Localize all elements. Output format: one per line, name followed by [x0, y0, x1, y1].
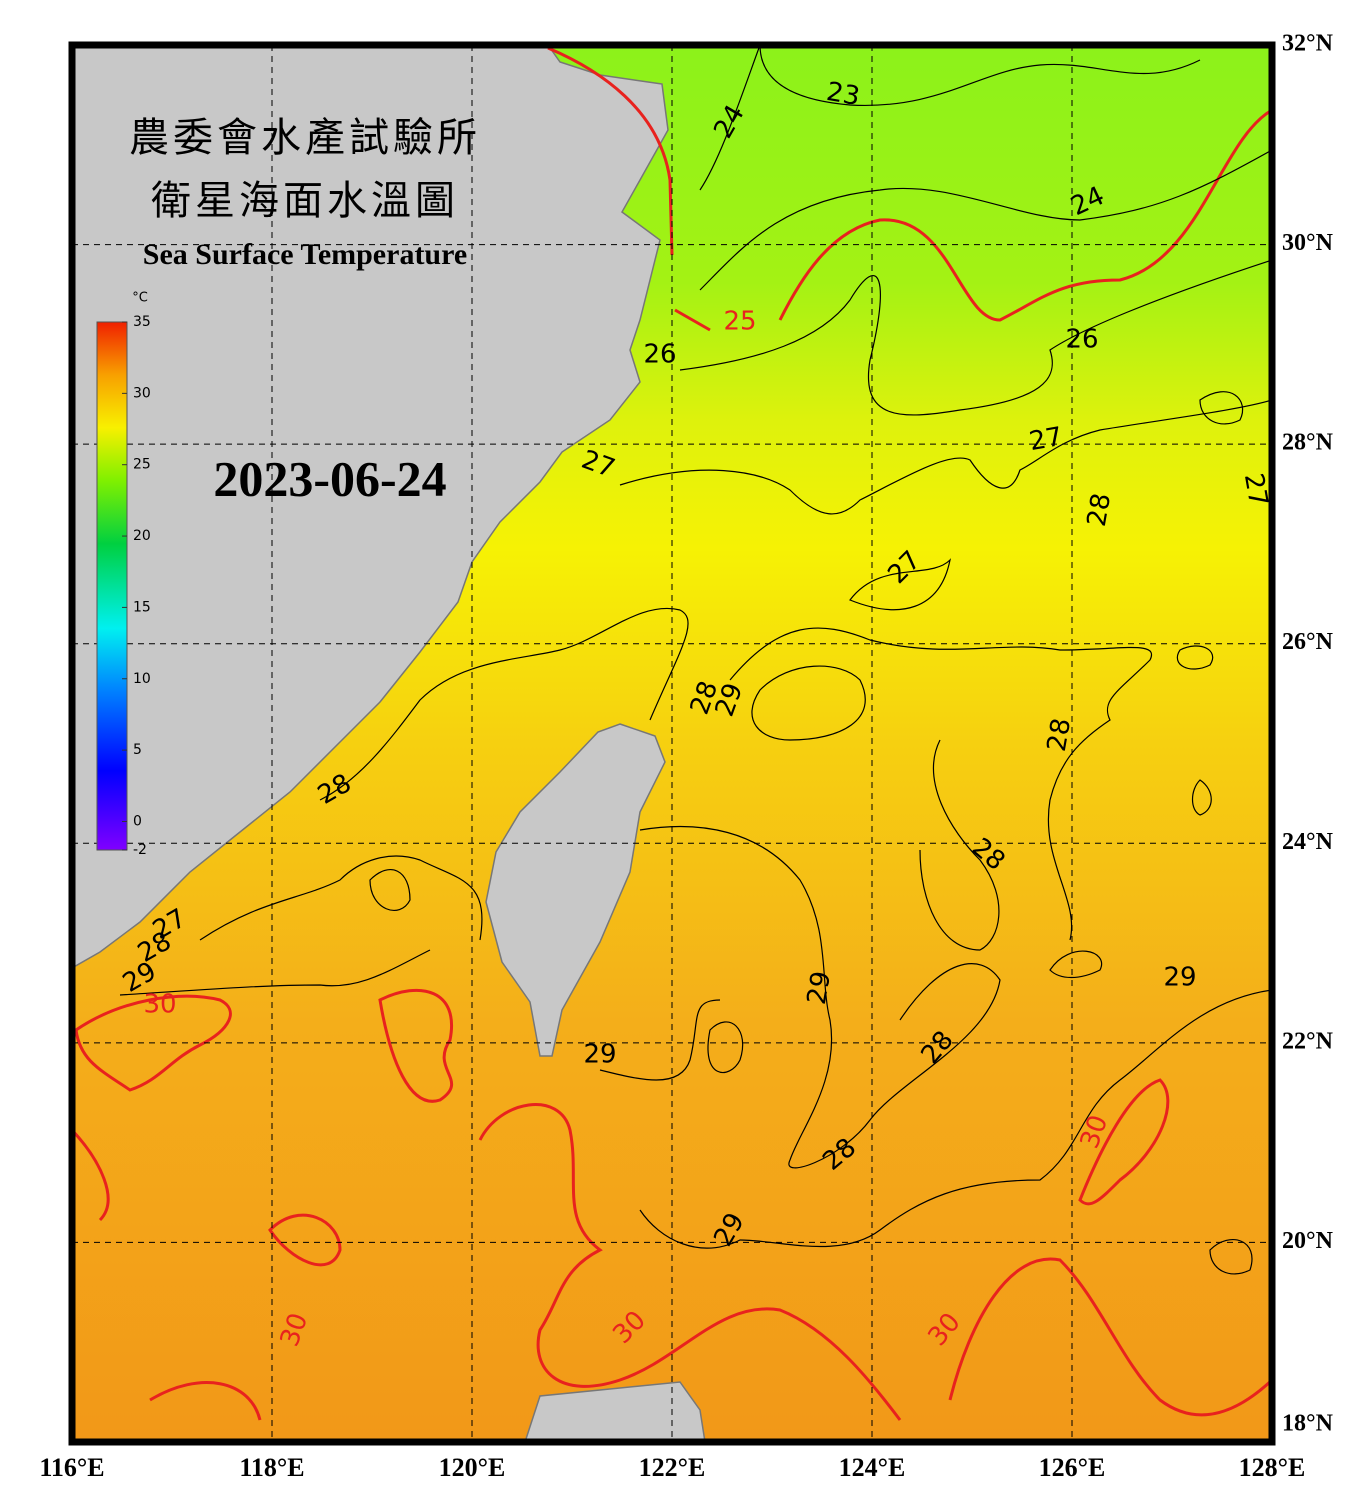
lat-tick-label: 26°N	[1282, 629, 1334, 655]
red-contours	[72, 46, 1272, 1421]
contour-label: 27	[1027, 422, 1065, 457]
contour-label: 27	[1238, 471, 1273, 509]
colorbar-tick-label: 5	[133, 742, 142, 758]
contour-label: 30	[143, 990, 176, 1020]
lon-tick-label: 124°E	[839, 1453, 906, 1482]
lat-tick-label: 22°N	[1282, 1028, 1334, 1054]
colorbar-unit: °C	[132, 291, 148, 306]
land-taiwan	[485, 723, 666, 1057]
colorbar-tick-label: 10	[133, 671, 151, 687]
colorbar-tick-label: 20	[133, 528, 151, 544]
lon-tick-label: 122°E	[639, 1453, 706, 1482]
colorbar-tick-label: 30	[133, 385, 151, 401]
land-china	[72, 45, 669, 969]
contour-label: 23	[824, 77, 862, 112]
lat-tick-label: 28°N	[1282, 430, 1334, 456]
lon-tick-label: 120°E	[439, 1453, 506, 1482]
colorbar-tick-label: 25	[133, 457, 151, 473]
colorbar-ticks: 35 30 25 20 15 10 5 0 -2	[122, 314, 151, 858]
title-en: Sea Surface Temperature	[143, 238, 467, 271]
contour-label: 29	[1163, 963, 1196, 993]
contour-label: 26	[643, 340, 676, 370]
lon-tick-label: 126°E	[1039, 1453, 1106, 1482]
contour-label: 29	[583, 1040, 616, 1070]
lat-tick-label: 24°N	[1282, 829, 1334, 855]
contour-label: 29	[802, 969, 837, 1007]
colorbar-tick-label: 35	[133, 314, 151, 330]
colorbar	[96, 321, 128, 851]
black-contours	[119, 45, 1272, 1275]
lat-tick-label: 18°N	[1282, 1411, 1334, 1437]
colorbar-tick-label: -2	[133, 842, 147, 858]
lat-tick-label: 20°N	[1282, 1228, 1334, 1254]
colorbar-tick-label: 15	[133, 599, 151, 615]
title-zh-1: 農委會水產試驗所	[129, 115, 481, 160]
contour-label: 28	[1042, 716, 1077, 754]
colorbar-tick-label: 0	[133, 813, 142, 829]
land-luzon	[524, 1381, 706, 1442]
contour-label: 25	[723, 307, 756, 337]
contour-label: 26	[1065, 325, 1098, 355]
lat-tick-label: 30°N	[1282, 230, 1334, 256]
lon-tick-label: 116°E	[39, 1453, 104, 1482]
lon-tick-label: 118°E	[239, 1453, 304, 1482]
title-zh-2: 衛星海面水溫圖	[151, 178, 459, 223]
lon-tick-label: 128°E	[1239, 1453, 1306, 1482]
lat-tick-label: 32°N	[1282, 31, 1334, 57]
date: 2023-06-24	[213, 450, 446, 506]
grid: 116°E 118°E 120°E 122°E 124°E 126°E 128°E 18°N 2…	[39, 31, 1333, 1482]
contour-label: 28	[1082, 491, 1117, 529]
